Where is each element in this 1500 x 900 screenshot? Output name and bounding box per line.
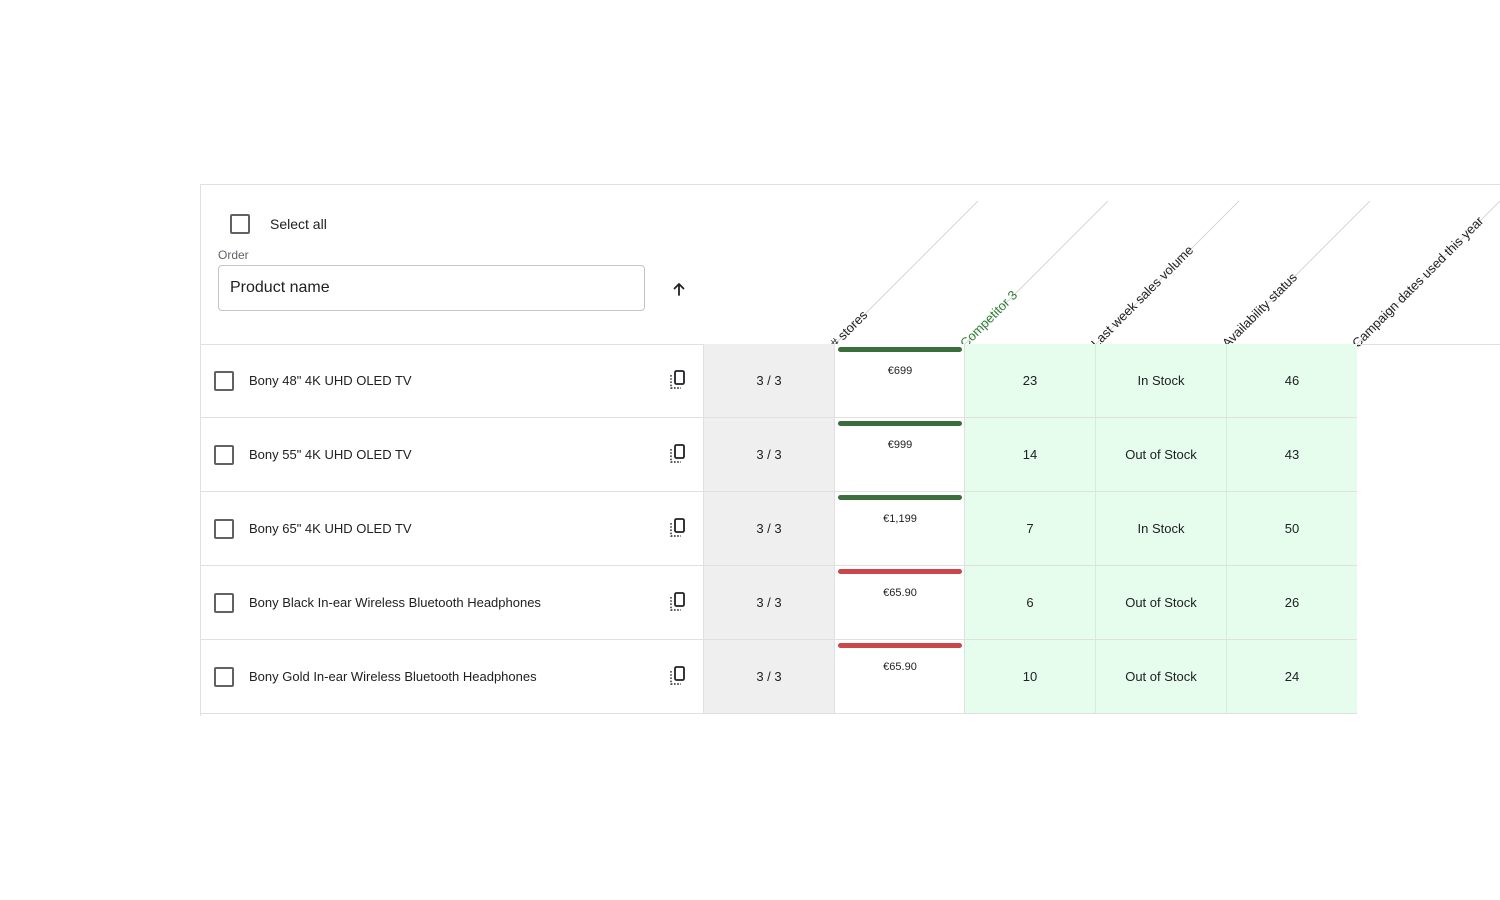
cell-competitor-price: €65.90 (835, 566, 965, 639)
copy-icon[interactable] (667, 443, 689, 465)
order-label: Order (218, 248, 249, 262)
competitor-price: €1,199 (883, 513, 917, 525)
price-indicator-bar (838, 421, 962, 426)
table-row[interactable]: Bony 48" 4K UHD OLED TV 3 / 3 €699 23 In Sto… (201, 344, 1357, 418)
stores-value: 3 / 3 (756, 595, 782, 610)
column-divider (1095, 200, 1240, 345)
column-divider (1356, 200, 1500, 345)
stores-value: 3 / 3 (756, 669, 782, 684)
stores-value: 3 / 3 (756, 373, 782, 388)
cell-campaign-dates: 43 (1227, 418, 1357, 491)
cell-competitor-price: €699 (835, 344, 965, 417)
availability-value: Out of Stock (1125, 595, 1197, 610)
price-indicator-bar (838, 643, 962, 648)
stores-value: 3 / 3 (756, 447, 782, 462)
availability-value: In Stock (1137, 521, 1185, 536)
cell-sales-volume: 23 (965, 344, 1096, 417)
cell-availability: Out of Stock (1096, 418, 1227, 491)
product-table-panel: Select all Order Product name # stores Co… (200, 184, 1500, 716)
cell-availability: Out of Stock (1096, 566, 1227, 639)
column-divider (1226, 200, 1371, 345)
arrow-up-icon (673, 283, 685, 296)
cell-stores: 3 / 3 (703, 344, 835, 417)
campaign-dates-value: 43 (1284, 447, 1300, 462)
campaign-dates-value: 46 (1284, 373, 1300, 388)
campaign-dates-value: 26 (1284, 595, 1300, 610)
select-all-control[interactable]: Select all (230, 214, 327, 234)
cell-sales-volume: 10 (965, 640, 1096, 713)
cell-campaign-dates: 46 (1227, 344, 1357, 417)
sales-volume-value: 10 (1022, 669, 1038, 684)
copy-icon[interactable] (667, 369, 689, 391)
column-header-dividers (834, 200, 1500, 345)
cell-availability: In Stock (1096, 492, 1227, 565)
row-checkbox[interactable] (214, 593, 234, 613)
cell-campaign-dates: 50 (1227, 492, 1357, 565)
product-name: Bony Gold In-ear Wireless Bluetooth Head… (249, 669, 537, 684)
cell-stores: 3 / 3 (703, 640, 835, 713)
copy-icon[interactable] (667, 665, 689, 687)
column-divider (834, 200, 979, 345)
cell-competitor-price: €1,199 (835, 492, 965, 565)
row-checkbox[interactable] (214, 445, 234, 465)
stores-value: 3 / 3 (756, 521, 782, 536)
competitor-price: €65.90 (883, 661, 917, 673)
cell-stores: 3 / 3 (703, 418, 835, 491)
row-checkbox[interactable] (214, 371, 234, 391)
copy-icon[interactable] (667, 517, 689, 539)
price-indicator-bar (838, 495, 962, 500)
cell-competitor-price: €65.90 (835, 640, 965, 713)
cell-stores: 3 / 3 (703, 566, 835, 639)
table-row[interactable]: Bony Black In-ear Wireless Bluetooth Hea… (201, 566, 1357, 640)
price-indicator-bar (838, 569, 962, 574)
row-checkbox[interactable] (214, 667, 234, 687)
product-name: Bony 55" 4K UHD OLED TV (249, 447, 412, 462)
availability-value: Out of Stock (1125, 669, 1197, 684)
cell-sales-volume: 14 (965, 418, 1096, 491)
cell-sales-volume: 7 (965, 492, 1096, 565)
campaign-dates-value: 24 (1284, 669, 1300, 684)
table-row[interactable]: Bony 55" 4K UHD OLED TV 3 / 3 €999 14 Out of… (201, 418, 1357, 492)
cell-availability: In Stock (1096, 344, 1227, 417)
cell-availability: Out of Stock (1096, 640, 1227, 713)
availability-value: Out of Stock (1125, 447, 1197, 462)
competitor-price: €65.90 (883, 587, 917, 599)
product-name: Bony 65" 4K UHD OLED TV (249, 521, 412, 536)
product-name: Bony 48" 4K UHD OLED TV (249, 373, 412, 388)
sales-volume-value: 7 (1026, 521, 1034, 536)
cell-competitor-price: €999 (835, 418, 965, 491)
sales-volume-value: 14 (1022, 447, 1038, 462)
price-indicator-bar (838, 347, 962, 352)
select-all-checkbox[interactable] (230, 214, 250, 234)
campaign-dates-value: 50 (1284, 521, 1300, 536)
cell-campaign-dates: 24 (1227, 640, 1357, 713)
cell-sales-volume: 6 (965, 566, 1096, 639)
cell-stores: 3 / 3 (703, 492, 835, 565)
select-all-label: Select all (270, 216, 327, 232)
sort-direction-button[interactable] (667, 277, 691, 301)
sales-volume-value: 23 (1022, 373, 1038, 388)
competitor-price: €999 (887, 439, 913, 451)
copy-icon[interactable] (667, 591, 689, 613)
column-divider (964, 200, 1109, 345)
availability-value: In Stock (1137, 373, 1185, 388)
order-select[interactable]: Product name (218, 265, 645, 311)
table-row[interactable]: Bony 65" 4K UHD OLED TV 3 / 3 €1,199 7 In St… (201, 492, 1357, 566)
sales-volume-value: 6 (1026, 595, 1034, 610)
competitor-price: €699 (887, 365, 913, 377)
cell-campaign-dates: 26 (1227, 566, 1357, 639)
row-checkbox[interactable] (214, 519, 234, 539)
product-name: Bony Black In-ear Wireless Bluetooth Hea… (249, 595, 541, 610)
order-select-value: Product name (230, 279, 330, 296)
table-row[interactable]: Bony Gold In-ear Wireless Bluetooth Head… (201, 640, 1357, 714)
